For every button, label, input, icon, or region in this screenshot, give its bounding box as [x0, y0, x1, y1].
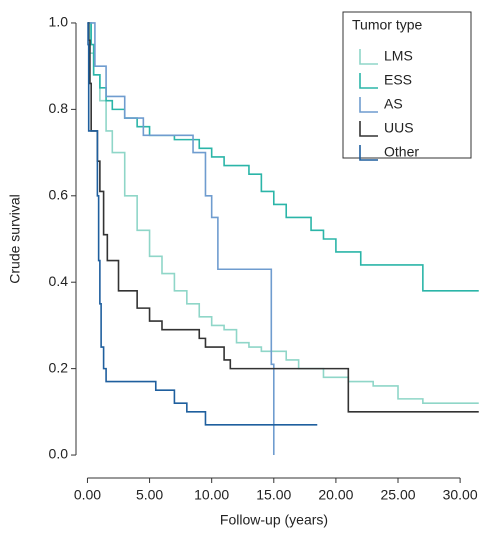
legend-label: ESS [384, 72, 412, 88]
legend-swatch [359, 145, 378, 161]
y-tick-label: 0.2 [49, 359, 69, 375]
legend-swatch [359, 49, 378, 65]
y-tick-label: 0.0 [49, 446, 69, 462]
y-tick-label: 0.8 [49, 100, 69, 116]
legend-swatch [359, 97, 378, 113]
x-tick-label: 0.00 [74, 487, 101, 503]
legend-label: UUS [384, 120, 414, 136]
x-tick-label: 20.00 [318, 487, 353, 503]
x-axis-label: Follow-up (years) [220, 512, 328, 528]
y-axis-label: Crude survival [7, 194, 23, 283]
x-tick-label: 5.00 [136, 487, 163, 503]
legend-label: LMS [384, 48, 413, 64]
y-tick-label: 1.0 [49, 14, 69, 30]
y-tick-label: 0.6 [49, 186, 69, 202]
survival-curve [87, 22, 318, 426]
legend-swatch [359, 73, 378, 89]
legend-label: AS [384, 96, 403, 112]
x-tick-label: 25.00 [380, 487, 415, 503]
x-tick-label: 30.00 [443, 487, 478, 503]
legend-swatch [359, 121, 378, 137]
legend-title: Tumor type [352, 17, 422, 33]
survival-curve [87, 22, 479, 413]
y-tick-label: 0.4 [49, 273, 69, 289]
legend-label: Other [384, 144, 419, 160]
survival-curve [87, 22, 479, 404]
survival-curve [87, 22, 275, 456]
x-tick-label: 10.00 [194, 487, 229, 503]
legend-box [342, 11, 472, 159]
x-tick-label: 15.00 [256, 487, 291, 503]
